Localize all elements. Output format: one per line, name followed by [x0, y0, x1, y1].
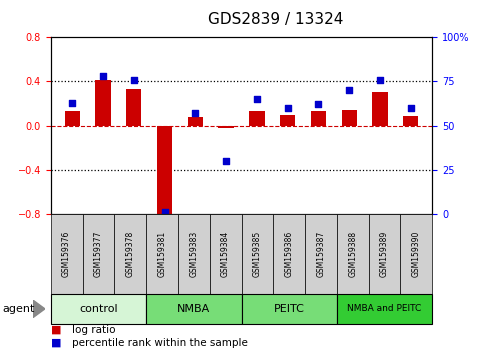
Text: GSM159385: GSM159385 — [253, 231, 262, 277]
Text: GSM159387: GSM159387 — [316, 231, 326, 277]
Point — [191, 110, 199, 116]
Point — [407, 105, 414, 111]
Bar — [188, 117, 203, 126]
Text: control: control — [79, 304, 118, 314]
Bar — [126, 89, 142, 126]
Text: GSM159378: GSM159378 — [126, 231, 135, 277]
Text: GSM159384: GSM159384 — [221, 231, 230, 277]
Point — [222, 158, 230, 164]
Point — [284, 105, 292, 111]
Bar — [280, 115, 295, 126]
Text: GSM159377: GSM159377 — [94, 231, 103, 277]
Point — [99, 73, 107, 79]
Bar — [157, 126, 172, 216]
Text: GSM159383: GSM159383 — [189, 231, 199, 277]
Bar — [65, 111, 80, 126]
Text: NMBA and PEITC: NMBA and PEITC — [347, 304, 422, 313]
Point — [345, 87, 353, 93]
Text: agent: agent — [2, 304, 35, 314]
Text: GSM159390: GSM159390 — [412, 231, 421, 277]
Text: GSM159386: GSM159386 — [284, 231, 294, 277]
Text: NMBA: NMBA — [177, 304, 211, 314]
Bar — [95, 80, 111, 126]
Point — [130, 77, 138, 82]
Bar — [311, 111, 326, 126]
Text: GSM159376: GSM159376 — [62, 231, 71, 277]
Bar — [341, 110, 357, 126]
Text: PEITC: PEITC — [274, 304, 305, 314]
Text: GSM159388: GSM159388 — [348, 231, 357, 277]
Point — [161, 210, 169, 215]
Text: log ratio: log ratio — [72, 325, 116, 335]
Text: GSM159381: GSM159381 — [157, 231, 167, 277]
Text: GSM159389: GSM159389 — [380, 231, 389, 277]
Point — [253, 96, 261, 102]
Text: ■: ■ — [51, 325, 61, 335]
Polygon shape — [33, 300, 45, 318]
Bar — [218, 126, 234, 128]
Text: GDS2839 / 13324: GDS2839 / 13324 — [208, 12, 343, 27]
Text: percentile rank within the sample: percentile rank within the sample — [72, 338, 248, 348]
Bar — [403, 116, 418, 126]
Point — [376, 77, 384, 82]
Bar — [372, 92, 388, 126]
Text: ■: ■ — [51, 338, 61, 348]
Point — [69, 100, 76, 105]
Bar — [249, 111, 265, 126]
Point — [314, 102, 322, 107]
